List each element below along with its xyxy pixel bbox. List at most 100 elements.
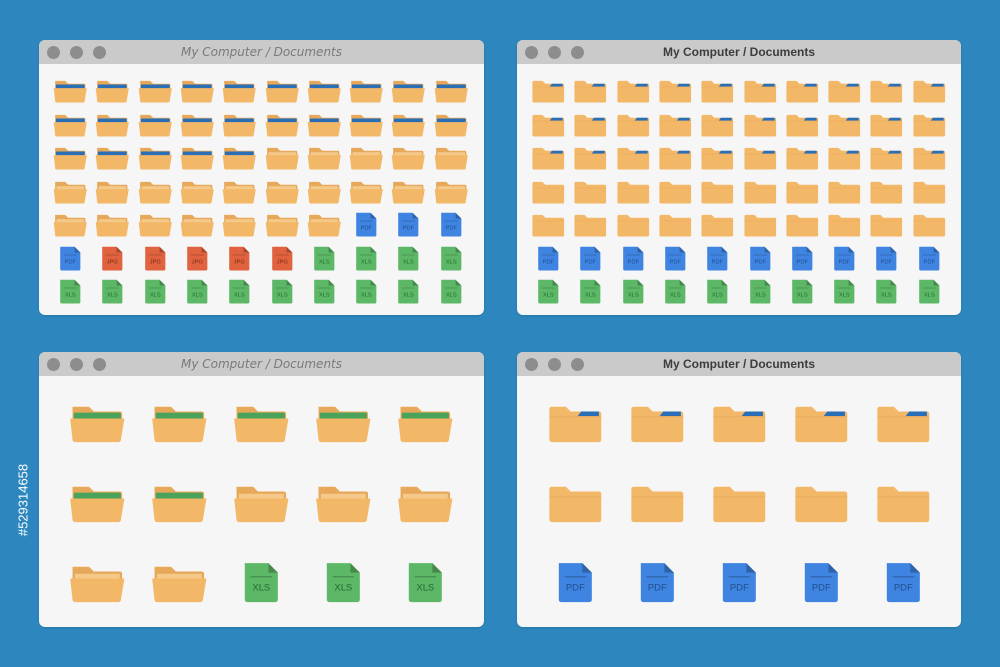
folder-icon[interactable] (434, 145, 469, 171)
folder-icon[interactable] (616, 212, 651, 238)
folder-icon[interactable] (434, 78, 469, 104)
folder-icon[interactable] (711, 402, 768, 444)
jpg-file-icon[interactable]: JPG (138, 246, 173, 272)
window-control-button[interactable] (525, 358, 538, 371)
xls-file-icon[interactable]: XLS (743, 279, 778, 305)
jpg-file-icon[interactable]: JPG (95, 246, 130, 272)
xls-file-icon[interactable]: XLS (53, 279, 88, 305)
folder-icon[interactable] (180, 212, 215, 238)
pdf-file-icon[interactable]: PDF (658, 246, 693, 272)
folder-icon[interactable] (222, 145, 257, 171)
folder-icon[interactable] (658, 78, 693, 104)
folder-icon[interactable] (869, 112, 904, 138)
folder-icon[interactable] (69, 562, 126, 604)
folder-icon[interactable] (222, 179, 257, 205)
folder-icon[interactable] (875, 402, 932, 444)
folder-icon[interactable] (69, 402, 126, 444)
folder-icon[interactable] (391, 78, 426, 104)
folder-icon[interactable] (573, 112, 608, 138)
pdf-file-icon[interactable]: PDF (827, 246, 862, 272)
folder-icon[interactable] (869, 179, 904, 205)
folder-icon[interactable] (265, 78, 300, 104)
xls-file-icon[interactable]: XLS (391, 279, 426, 305)
xls-file-icon[interactable]: XLS (95, 279, 130, 305)
xls-file-icon[interactable]: XLS (616, 279, 651, 305)
folder-icon[interactable] (349, 78, 384, 104)
xls-file-icon[interactable]: XLS (573, 279, 608, 305)
folder-icon[interactable] (531, 78, 566, 104)
folder-icon[interactable] (531, 145, 566, 171)
folder-icon[interactable] (53, 212, 88, 238)
pdf-file-icon[interactable]: PDF (349, 212, 384, 238)
folder-icon[interactable] (391, 145, 426, 171)
folder-icon[interactable] (69, 482, 126, 524)
folder-icon[interactable] (222, 78, 257, 104)
folder-icon[interactable] (547, 402, 604, 444)
jpg-file-icon[interactable]: JPG (180, 246, 215, 272)
folder-icon[interactable] (743, 145, 778, 171)
folder-icon[interactable] (616, 78, 651, 104)
window-control-button[interactable] (70, 358, 83, 371)
pdf-file-icon[interactable]: PDF (629, 562, 686, 604)
folder-icon[interactable] (658, 179, 693, 205)
jpg-file-icon[interactable]: JPG (265, 246, 300, 272)
folder-icon[interactable] (869, 78, 904, 104)
folder-icon[interactable] (793, 482, 850, 524)
pdf-file-icon[interactable]: PDF (434, 212, 469, 238)
pdf-file-icon[interactable]: PDF (547, 562, 604, 604)
pdf-file-icon[interactable]: PDF (711, 562, 768, 604)
window-control-button[interactable] (93, 358, 106, 371)
xls-file-icon[interactable]: XLS (391, 246, 426, 272)
folder-icon[interactable] (307, 112, 342, 138)
pdf-file-icon[interactable]: PDF (785, 246, 820, 272)
folder-icon[interactable] (616, 112, 651, 138)
folder-icon[interactable] (233, 402, 290, 444)
folder-icon[interactable] (547, 482, 604, 524)
folder-icon[interactable] (265, 112, 300, 138)
pdf-file-icon[interactable]: PDF (53, 246, 88, 272)
window-control-button[interactable] (70, 46, 83, 59)
folder-icon[interactable] (265, 145, 300, 171)
xls-file-icon[interactable]: XLS (233, 562, 290, 604)
xls-file-icon[interactable]: XLS (434, 246, 469, 272)
folder-icon[interactable] (912, 179, 947, 205)
folder-icon[interactable] (700, 179, 735, 205)
folder-icon[interactable] (827, 179, 862, 205)
folder-icon[interactable] (138, 78, 173, 104)
folder-icon[interactable] (265, 179, 300, 205)
folder-icon[interactable] (138, 212, 173, 238)
title-bar[interactable]: My Computer / Documents (39, 352, 484, 376)
folder-icon[interactable] (743, 179, 778, 205)
folder-icon[interactable] (138, 112, 173, 138)
folder-icon[interactable] (265, 212, 300, 238)
folder-icon[interactable] (138, 145, 173, 171)
pdf-file-icon[interactable]: PDF (573, 246, 608, 272)
folder-icon[interactable] (138, 179, 173, 205)
folder-icon[interactable] (629, 402, 686, 444)
folder-icon[interactable] (743, 112, 778, 138)
folder-icon[interactable] (616, 179, 651, 205)
title-bar[interactable]: My Computer / Documents (517, 40, 961, 64)
xls-file-icon[interactable]: XLS (397, 562, 454, 604)
title-bar[interactable]: My Computer / Documents (39, 40, 484, 64)
xls-file-icon[interactable]: XLS (700, 279, 735, 305)
folder-icon[interactable] (349, 145, 384, 171)
pdf-file-icon[interactable]: PDF (875, 562, 932, 604)
folder-icon[interactable] (95, 112, 130, 138)
window-control-button[interactable] (548, 46, 561, 59)
folder-icon[interactable] (785, 78, 820, 104)
folder-icon[interactable] (700, 145, 735, 171)
xls-file-icon[interactable]: XLS (307, 246, 342, 272)
folder-icon[interactable] (573, 179, 608, 205)
folder-icon[interactable] (785, 112, 820, 138)
folder-icon[interactable] (307, 145, 342, 171)
folder-icon[interactable] (180, 145, 215, 171)
folder-icon[interactable] (531, 212, 566, 238)
xls-file-icon[interactable]: XLS (349, 246, 384, 272)
folder-icon[interactable] (95, 145, 130, 171)
folder-icon[interactable] (180, 112, 215, 138)
folder-icon[interactable] (151, 402, 208, 444)
folder-icon[interactable] (397, 402, 454, 444)
folder-icon[interactable] (711, 482, 768, 524)
xls-file-icon[interactable]: XLS (531, 279, 566, 305)
